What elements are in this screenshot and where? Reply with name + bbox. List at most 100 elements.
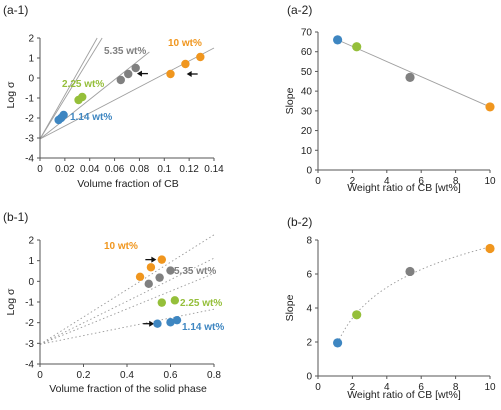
- chart-panel-b1: (b-1) -4 -3 -2 -1 0 1 2 0 0.2 0.4 0.6 0.8 Volume f…: [3, 210, 224, 395]
- fit-curve: [337, 246, 491, 344]
- data-point: [485, 102, 495, 112]
- data-point: [181, 59, 190, 69]
- series-label-1-14-a1: 1.14 wt%: [70, 112, 112, 123]
- data-point: [405, 266, 415, 277]
- data-point: [333, 35, 343, 45]
- data-point: [157, 255, 166, 264]
- data-points-b1: [135, 255, 182, 328]
- x-ticks-a1: 0 0.02 0.04 0.06 0.08 0.1 0.12 0.14: [37, 158, 224, 175]
- arrow-head: [149, 320, 155, 327]
- data-point: [166, 318, 175, 327]
- x-tick-label: 0.8: [207, 370, 221, 381]
- data-point: [131, 63, 140, 73]
- series-label-10-b1: 10 wt%: [104, 241, 138, 252]
- data-points-a2: [333, 35, 495, 112]
- y-tick-label: -4: [25, 154, 34, 165]
- fit-line: [39, 37, 98, 140]
- y-ticks-a1: -4 -3 -2 -1 0 1 2: [25, 34, 40, 165]
- x-tick-label: 2: [350, 382, 356, 393]
- x-tick-label: 0.02: [55, 164, 75, 175]
- series-label-10-a1: 10 wt%: [168, 38, 202, 49]
- data-point: [352, 310, 362, 320]
- data-point: [166, 266, 175, 275]
- data-point: [170, 296, 180, 305]
- y-tick-label: 30: [301, 106, 313, 117]
- x-axis-label-b2: Weight ratio of CB [wt%]: [347, 389, 461, 401]
- fit-lines-b2: [337, 246, 491, 344]
- y-tick-label: 4: [306, 304, 312, 315]
- y-tick-label: 6: [306, 270, 312, 281]
- data-point: [333, 338, 343, 348]
- fit-line: [39, 308, 215, 345]
- y-tick-label: -2: [25, 114, 34, 125]
- fit-line: [39, 51, 150, 140]
- y-tick-label: 2: [306, 338, 312, 349]
- y-tick-label: 1: [28, 54, 34, 65]
- y-tick-label: 0: [28, 74, 34, 85]
- data-points-b2: [333, 243, 495, 348]
- panel-label-a2: (a-2): [287, 3, 312, 17]
- fit-lines-b1: [39, 234, 215, 345]
- y-tick-label: -1: [25, 94, 34, 105]
- x-tick-label: 0: [37, 370, 43, 381]
- y-axis-label-a2: Slope: [284, 87, 296, 114]
- y-tick-label: 0: [306, 372, 312, 383]
- y-tick-label: 40: [301, 87, 313, 98]
- x-axis-label-b1: Volume fraction of the solid phase: [49, 383, 207, 395]
- x-ticks-a2: 0 2 4 6 8 10: [315, 170, 496, 187]
- data-points-a1: [54, 52, 205, 125]
- x-tick-label: 0.6: [164, 370, 178, 381]
- x-tick-label: 10: [484, 176, 496, 187]
- data-point: [405, 72, 415, 82]
- y-tick-label: -3: [25, 339, 34, 350]
- data-point: [196, 52, 205, 62]
- x-tick-label: 4: [384, 382, 390, 393]
- data-point: [135, 272, 145, 281]
- x-tick-label: 0.1: [157, 164, 171, 175]
- x-tick-label: 4: [384, 176, 390, 187]
- x-tick-label: 0.12: [179, 164, 199, 175]
- panel-label-b2: (b-2): [287, 215, 312, 229]
- y-tick-label: 20: [301, 126, 313, 137]
- data-point: [485, 243, 495, 254]
- y-axis-label-b2: Slope: [284, 294, 296, 321]
- data-point: [172, 315, 182, 325]
- y-tick-label: -1: [25, 298, 34, 309]
- x-tick-label: 0: [37, 164, 43, 175]
- y-ticks-b2: 0 2 4 6 8: [306, 236, 318, 383]
- data-point: [352, 42, 362, 52]
- panel-label-b1: (b-1): [3, 210, 28, 224]
- x-tick-label: 0.14: [204, 164, 224, 175]
- y-tick-label: 70: [301, 28, 313, 39]
- series-label-5-35-a1: 5.35 wt%: [104, 46, 146, 57]
- data-point: [166, 69, 175, 79]
- data-point: [116, 75, 125, 85]
- x-tick-label: 0: [315, 382, 321, 393]
- y-tick-label: 10: [301, 146, 313, 157]
- arrows-a1: [136, 70, 198, 77]
- data-point: [59, 110, 68, 120]
- y-tick-label: 50: [301, 67, 313, 78]
- y-tick-label: -4: [25, 360, 34, 371]
- series-label-5-35-b1: 5.35 wt%: [174, 266, 216, 277]
- x-tick-label: 0.04: [80, 164, 100, 175]
- data-point: [144, 279, 153, 289]
- x-tick-label: 0.08: [130, 164, 150, 175]
- chart-panel-a2: (a-2) 0 10 20 30 40 50 60 70 0 2 4 6 8 10 Weight rat…: [284, 3, 496, 194]
- series-label-1-14-b1: 1.14 wt%: [182, 322, 224, 333]
- x-axis-label-a1: Volume fraction of CB: [77, 178, 179, 190]
- x-tick-label: 6: [418, 382, 424, 393]
- data-point: [153, 319, 162, 328]
- y-tick-label: 60: [301, 47, 313, 58]
- y-tick-label: 0: [28, 277, 34, 288]
- data-point: [124, 69, 133, 79]
- chart-panel-b2: (b-2) 0 2 4 6 8 0 2 4 6 8 10 Weight ratio of CB […: [284, 215, 496, 401]
- data-point: [78, 92, 87, 102]
- data-point: [155, 273, 164, 282]
- arrow-head: [186, 71, 192, 77]
- x-tick-label: 0.06: [105, 164, 125, 175]
- y-axis-label-a1: Log σ: [5, 81, 17, 108]
- x-tick-label: 0.2: [77, 370, 91, 381]
- y-tick-label: -2: [25, 318, 34, 329]
